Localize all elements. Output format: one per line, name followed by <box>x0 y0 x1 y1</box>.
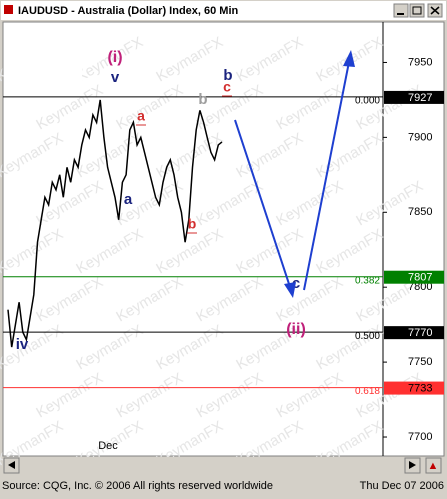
wave-label: iv <box>16 336 29 353</box>
window-buttons[interactable] <box>393 3 443 18</box>
footer-date: Thu Dec 07 2006 <box>360 480 444 492</box>
scroll-right-icon <box>409 461 416 469</box>
y-tick-label: 7750 <box>408 356 432 368</box>
ohlc-box <box>4 23 82 89</box>
plot-background <box>2 21 445 457</box>
y-tick-label: 7950 <box>408 56 432 68</box>
arrow-head <box>343 50 355 67</box>
wave-label: a <box>124 191 133 208</box>
level-price-box <box>384 326 444 340</box>
level-ratio: 0.500 <box>355 331 380 342</box>
y-tick-label: 7850 <box>408 206 432 218</box>
scrollbar[interactable] <box>3 457 444 474</box>
wave-label: (i) <box>107 49 122 66</box>
wave-label: b <box>198 91 207 108</box>
maximize-button[interactable] <box>409 3 425 18</box>
x-tick-label: Dec <box>98 440 118 452</box>
wave-label: (ii) <box>286 321 306 338</box>
source-note: Source: CQG, Inc. © 2006 All rights rese… <box>2 480 273 492</box>
arrow-head <box>284 282 296 298</box>
close-icon <box>430 6 440 15</box>
window-title: IAUDUSD - Australia (Dollar) Index, 60 M… <box>18 5 239 17</box>
level-price: 7770 <box>408 327 432 339</box>
wave-label: b <box>223 67 232 84</box>
wave-label: c <box>292 275 300 292</box>
level-ratio: 0.618 <box>355 386 380 397</box>
level-price-box <box>384 90 444 104</box>
wave-label: v <box>111 69 120 86</box>
level-price-box <box>384 270 444 284</box>
projection-arrows <box>234 50 355 298</box>
level-price: 7733 <box>408 382 432 394</box>
wave-label: c <box>223 79 231 95</box>
arrow-up <box>303 61 350 291</box>
window-icon <box>4 5 13 14</box>
wave-label: b <box>188 216 197 232</box>
scroll-left-icon <box>8 461 15 469</box>
arrow-down <box>234 119 292 291</box>
y-tick-label: 7700 <box>408 431 432 443</box>
level-price: 7927 <box>408 92 432 104</box>
title-bar <box>1 1 446 20</box>
level-price: 7807 <box>408 272 432 284</box>
price-line <box>7 99 223 348</box>
level-ratio: 0.382 <box>355 275 380 286</box>
y-tick-label: 7800 <box>408 281 432 293</box>
level-price-box <box>384 381 444 395</box>
wave-label: a <box>137 108 145 124</box>
zoom-icon: ▲ <box>428 460 439 472</box>
level-ratio: 0.000 <box>355 96 380 107</box>
y-tick-label: 7900 <box>408 131 432 143</box>
zoom-button[interactable] <box>425 457 442 474</box>
maximize-icon <box>412 6 422 15</box>
minimize-button[interactable] <box>393 3 409 18</box>
